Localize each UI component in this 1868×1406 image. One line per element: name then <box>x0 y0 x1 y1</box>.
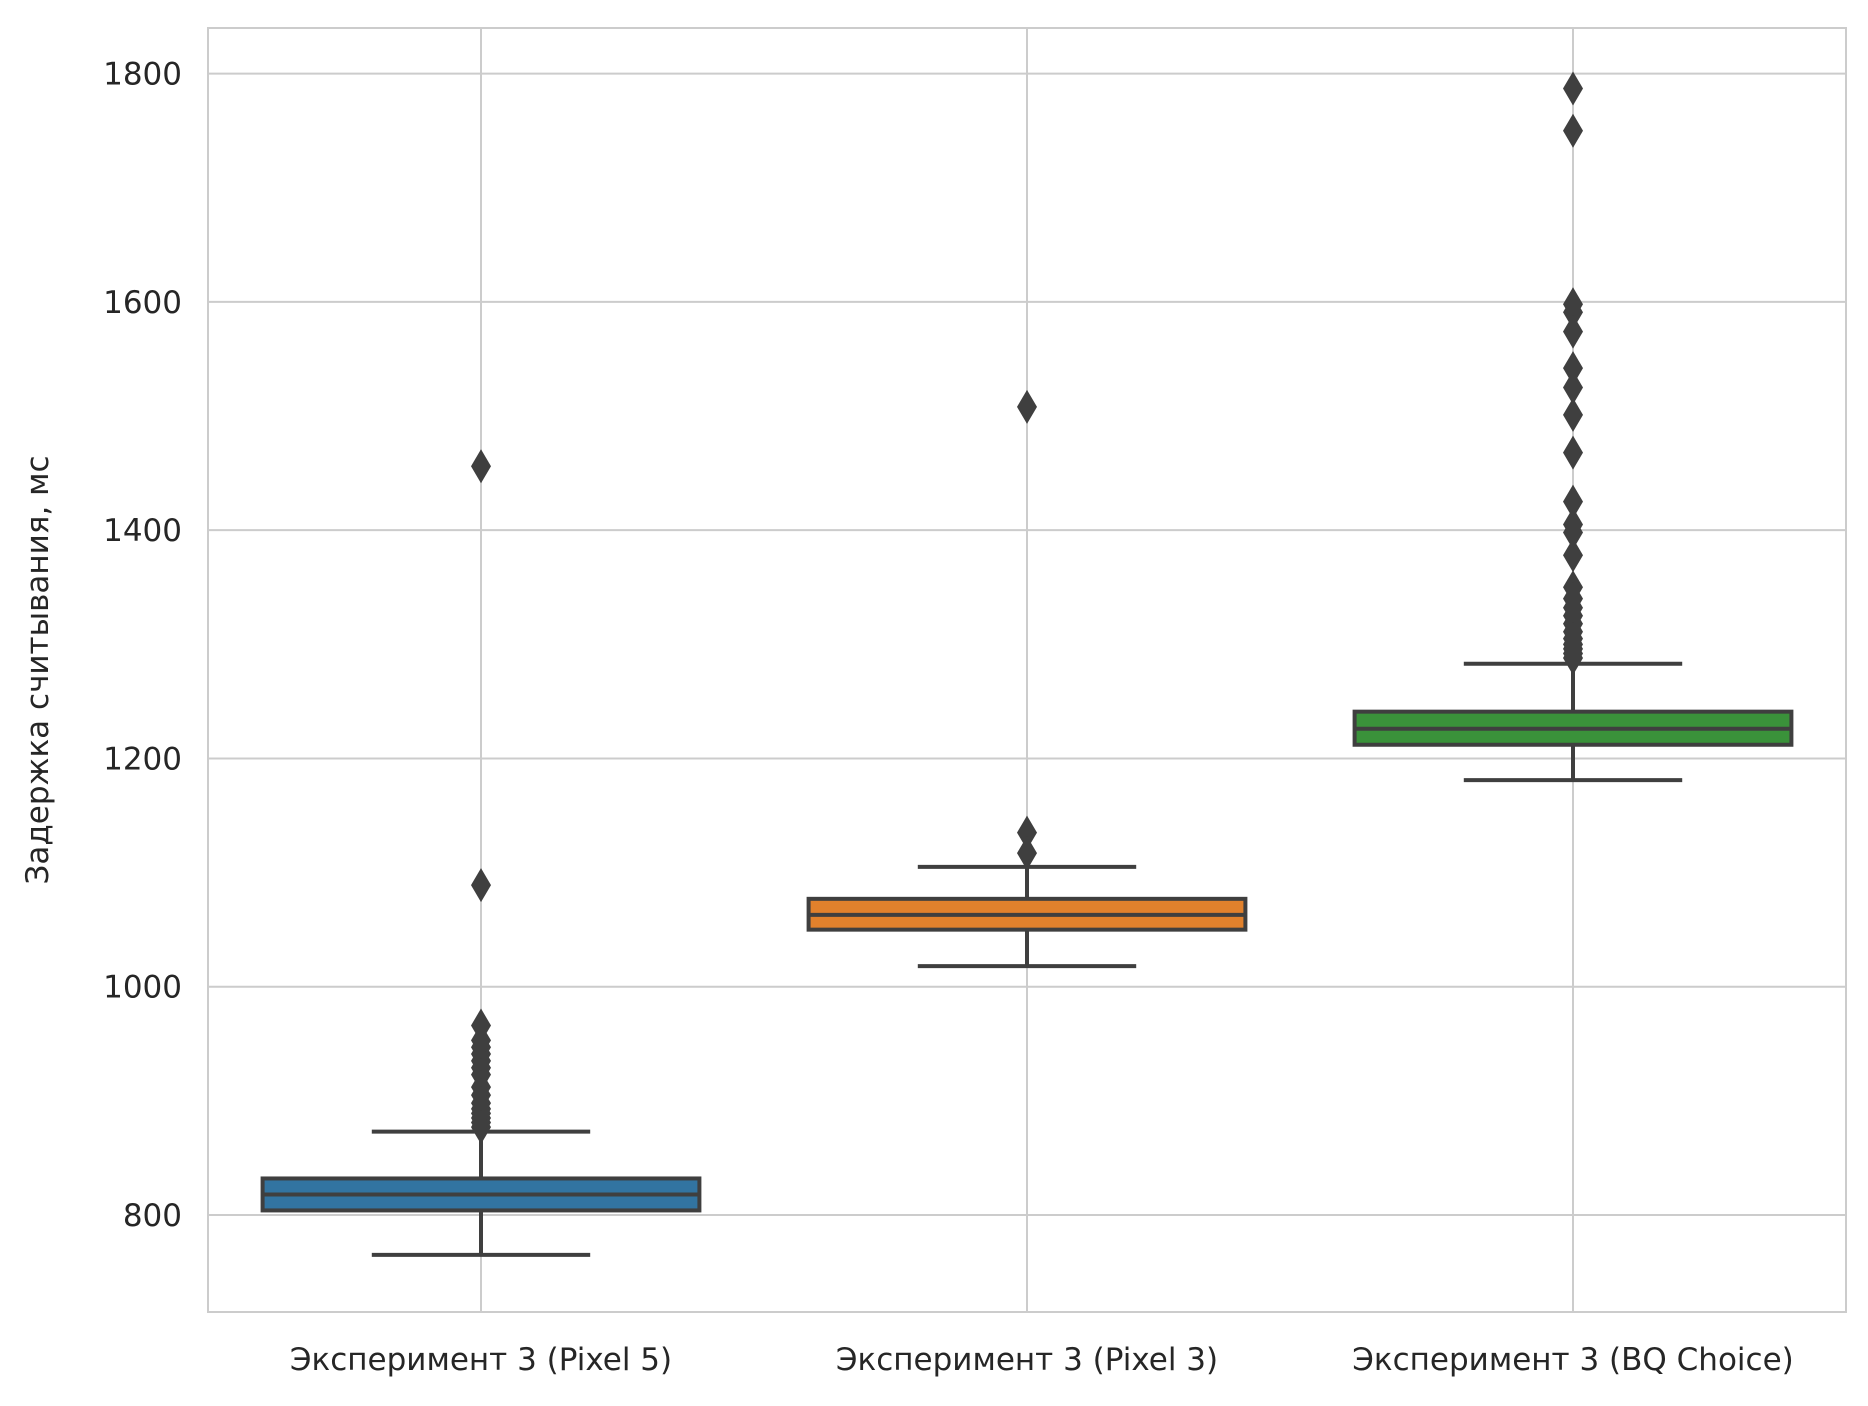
x-tick-label: Эксперимент 3 (Pixel 5) <box>290 1342 672 1378</box>
outlier-point <box>1017 815 1037 850</box>
outlier-point <box>1563 295 1583 330</box>
outlier-point <box>1563 641 1583 676</box>
y-tick-label: 1400 <box>103 513 182 549</box>
box-group <box>806 389 1248 969</box>
outlier-point <box>1563 515 1583 550</box>
box-group <box>1352 71 1794 783</box>
box-group <box>260 449 702 1257</box>
y-tick-label: 1600 <box>103 285 182 321</box>
boxes <box>260 71 1794 1257</box>
y-tick-labels: 800 1000 1200 1400 1600 1800 <box>103 57 182 1234</box>
outlier-point <box>1017 836 1037 871</box>
outlier-point <box>1563 314 1583 349</box>
outlier-point <box>1563 113 1583 148</box>
outlier-point <box>1563 71 1583 106</box>
x-tick-label: Эксперимент 3 (BQ Choice) <box>1352 1342 1794 1378</box>
outlier-point <box>1563 370 1583 405</box>
x-tick-label: Эксперимент 3 (Pixel 3) <box>836 1342 1218 1378</box>
y-axis-title: Задержка считывания, мс <box>20 455 56 884</box>
y-tick-label: 1200 <box>103 741 182 777</box>
outlier-point <box>1563 484 1583 519</box>
y-tick-label: 1800 <box>103 57 182 93</box>
outlier-point <box>471 1110 491 1145</box>
outlier-point <box>1017 389 1037 424</box>
outlier-point <box>471 449 491 484</box>
outlier-point <box>471 868 491 903</box>
outlier-point <box>1563 351 1583 386</box>
outlier-point <box>1563 435 1583 470</box>
grid-lines <box>208 28 1846 1312</box>
plot-frame <box>207 27 1847 1313</box>
outlier-point <box>1563 538 1583 573</box>
y-tick-label: 800 <box>123 1198 182 1234</box>
outlier-point <box>1563 397 1583 432</box>
y-tick-label: 1000 <box>103 970 182 1006</box>
x-tick-labels: Эксперимент 3 (Pixel 5) Эксперимент 3 (Pi… <box>290 1342 1794 1378</box>
